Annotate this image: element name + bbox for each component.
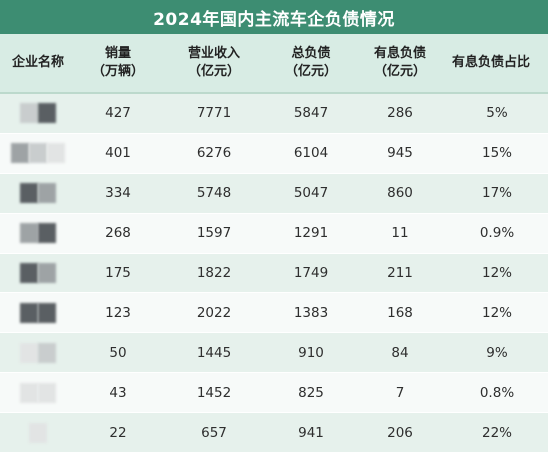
cell-interest-ratio: 12% — [481, 265, 512, 281]
cell-interest-debt: 286 — [387, 105, 413, 122]
cell-revenue: 2022 — [196, 304, 232, 321]
header-revenue: 营业收入 （亿元） — [187, 46, 240, 79]
cell-revenue: 1445 — [196, 344, 232, 361]
header-sales: 销量 （万辆） — [91, 46, 144, 79]
cell-sales: 401 — [105, 145, 131, 162]
table-row: 123 2022 1383 168 12% — [0, 293, 548, 334]
company-name-redacted — [0, 223, 76, 244]
header-interest-ratio: 有息负债占比 — [452, 55, 531, 70]
header-interest-debt: 有息负债 （亿元） — [373, 46, 426, 79]
cell-total-debt: 1749 — [293, 265, 329, 281]
table-row: 22 657 941 206 22% — [0, 413, 548, 453]
table-row: 43 1452 825 7 0.8% — [0, 373, 548, 414]
cell-revenue: 1822 — [196, 265, 232, 281]
company-name-redacted — [0, 382, 76, 403]
cell-total-debt: 5047 — [293, 185, 329, 202]
table-header-row: 企业名称 销量 （万辆） 营业收入 （亿元） 总负债 （亿元） 有息负债 （亿元… — [0, 34, 548, 94]
table-title: 2024年国内主流车企负债情况 — [0, 0, 548, 34]
table-row: 175 1822 1749 211 12% — [0, 253, 548, 294]
header-company: 企业名称 — [11, 55, 64, 70]
cell-total-debt: 1291 — [293, 225, 329, 242]
cell-interest-debt: 11 — [391, 225, 409, 242]
cell-interest-debt: 7 — [395, 384, 405, 401]
company-name-redacted — [0, 103, 76, 124]
cell-sales: 427 — [105, 105, 131, 122]
table-row: 50 1445 910 84 9% — [0, 333, 548, 374]
company-name-redacted — [0, 422, 76, 443]
cell-sales: 43 — [109, 384, 127, 401]
table-body: 427 7771 5847 286 5% 401 6276 6104 945 15% 334 5748… — [0, 94, 548, 453]
cell-total-debt: 5847 — [293, 105, 329, 122]
cell-interest-ratio: 15% — [481, 145, 512, 162]
table-row: 268 1597 1291 11 0.9% — [0, 213, 548, 254]
pixelated-logo — [11, 143, 65, 164]
pixelated-logo — [20, 223, 56, 244]
pixelated-logo — [20, 183, 56, 204]
cell-interest-debt: 206 — [387, 424, 413, 441]
company-name-redacted — [0, 263, 76, 283]
cell-sales: 175 — [105, 265, 131, 281]
cell-interest-ratio: 17% — [481, 185, 512, 202]
company-name-redacted — [0, 143, 76, 164]
pixelated-logo — [29, 422, 47, 443]
cell-revenue: 1452 — [196, 384, 232, 401]
pixelated-logo — [20, 382, 56, 403]
cell-total-debt: 825 — [298, 384, 324, 401]
cell-total-debt: 1383 — [293, 304, 329, 321]
cell-sales: 334 — [105, 185, 131, 202]
cell-revenue: 6276 — [196, 145, 232, 162]
cell-interest-debt: 211 — [387, 265, 413, 281]
cell-total-debt: 941 — [298, 424, 324, 441]
company-name-redacted — [0, 183, 76, 204]
cell-interest-debt: 860 — [387, 185, 413, 202]
cell-sales: 268 — [105, 225, 131, 242]
cell-sales: 123 — [105, 304, 131, 321]
cell-interest-debt: 84 — [391, 344, 409, 361]
cell-revenue: 5748 — [196, 185, 232, 202]
header-total-debt: 总负债 （亿元） — [284, 46, 337, 79]
cell-total-debt: 910 — [298, 344, 324, 361]
company-name-redacted — [0, 342, 76, 363]
table-row: 334 5748 5047 860 17% — [0, 173, 548, 214]
cell-sales: 22 — [109, 424, 127, 441]
pixelated-logo — [20, 302, 56, 323]
cell-interest-ratio: 0.8% — [479, 384, 515, 401]
company-name-redacted — [0, 302, 76, 323]
cell-sales: 50 — [109, 344, 127, 361]
cell-revenue: 1597 — [196, 225, 232, 242]
pixelated-logo — [20, 263, 56, 283]
cell-revenue: 7771 — [196, 105, 232, 122]
pixelated-logo — [20, 103, 56, 124]
cell-interest-ratio: 0.9% — [479, 225, 515, 242]
cell-interest-ratio: 5% — [486, 105, 508, 122]
cell-interest-ratio: 9% — [486, 344, 508, 361]
cell-interest-ratio: 22% — [481, 424, 512, 441]
cell-revenue: 657 — [201, 424, 227, 441]
table-row: 427 7771 5847 286 5% — [0, 94, 548, 134]
table-row: 401 6276 6104 945 15% — [0, 133, 548, 174]
cell-interest-debt: 945 — [387, 145, 413, 162]
cell-interest-debt: 168 — [387, 304, 413, 321]
pixelated-logo — [20, 342, 56, 363]
cell-total-debt: 6104 — [293, 145, 329, 162]
cell-interest-ratio: 12% — [481, 304, 512, 321]
